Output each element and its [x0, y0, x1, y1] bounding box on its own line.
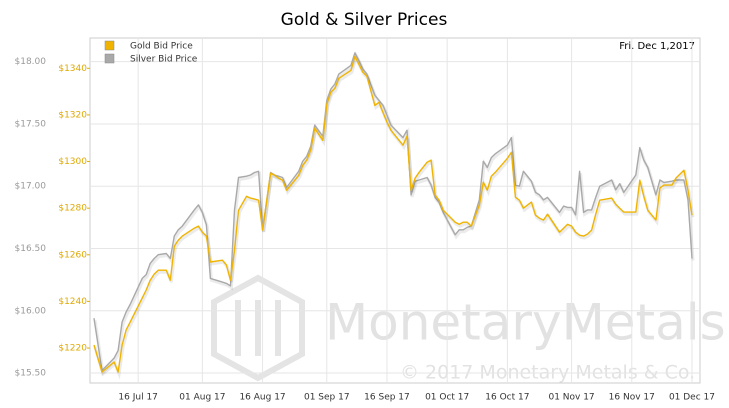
x-tick-label: 16 Jul 17 — [118, 393, 158, 403]
y-tick-label: $16.00 — [15, 306, 47, 316]
legend-swatch — [104, 53, 115, 64]
y-tick-label: $17.50 — [15, 119, 47, 129]
legend-label: Gold Bid Price — [130, 42, 193, 52]
y-tick-label: $18.00 — [15, 57, 47, 67]
series-line — [93, 52, 693, 372]
y2-tick-label: $1240 — [58, 297, 87, 307]
watermark-logo — [211, 274, 305, 382]
y2-tick-label: $1320 — [58, 110, 87, 120]
x-tick-label: 16 Oct 17 — [485, 393, 529, 403]
series-line — [93, 55, 693, 373]
x-tick-label: 16 Nov 17 — [609, 393, 655, 403]
y2-tick-label: $1340 — [58, 64, 87, 74]
y2-tick-label: $1260 — [58, 250, 87, 260]
y-tick-label: $15.50 — [15, 369, 47, 379]
y-tick-label: $16.50 — [15, 244, 47, 254]
legend-swatch — [104, 40, 115, 51]
x-tick-label: 01 Sep 17 — [304, 393, 350, 403]
x-tick-label: 01 Nov 17 — [548, 393, 594, 403]
y-tick-label: $17.00 — [15, 182, 47, 192]
watermark: MonetaryMetals — [325, 294, 726, 352]
x-tick-label: 01 Dec 17 — [669, 393, 715, 403]
chart-title: Gold & Silver Prices — [281, 10, 448, 30]
y2-tick-label: $1300 — [58, 157, 87, 167]
x-tick-label: 01 Oct 17 — [425, 393, 469, 403]
date-label: Fri. Dec 1,2017 — [619, 41, 695, 52]
copyright: © 2017 Monetary Metals & Co. — [400, 362, 695, 384]
x-tick-label: 01 Aug 17 — [179, 393, 225, 403]
y2-tick-label: $1280 — [58, 204, 87, 214]
x-tick-label: 16 Aug 17 — [239, 393, 285, 403]
legend-label: Silver Bid Price — [130, 55, 198, 65]
plot-area — [89, 37, 701, 384]
y2-tick-label: $1220 — [58, 344, 87, 354]
x-tick-label: 16 Sep 17 — [364, 393, 410, 403]
